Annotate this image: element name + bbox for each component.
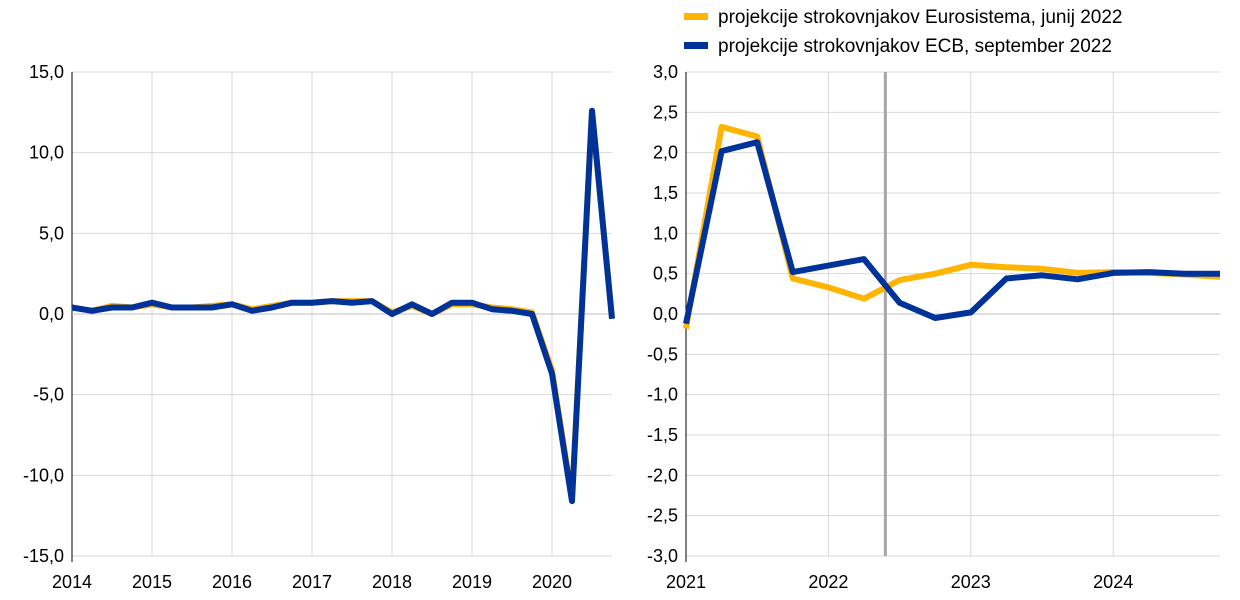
legend-label-june: projekcije strokovnjakov Eurosistema, ju… (718, 7, 1122, 28)
proj-y-tick-label: 1,5 (653, 183, 678, 203)
proj-series-line-june (683, 123, 1221, 330)
proj-y-tick-label: -0,5 (647, 344, 678, 364)
hist-x-tick-label: 2020 (532, 572, 572, 592)
proj-y-tick-label: 3,0 (653, 62, 678, 82)
chart-panel-projections: -3,0 -2,5 -2,0 -1,5 -1,0 -0,5 0,0 0,5 1,0 1,5 2,0 2… (647, 62, 1221, 592)
proj-y-tick-label: 0,0 (653, 304, 678, 324)
proj-series-line-september (683, 139, 1220, 325)
proj-x-tick-label: 2021 (666, 572, 706, 592)
proj-y-tick-label: -2,5 (647, 506, 678, 526)
hist-series-line-september (71, 107, 615, 505)
hist-y-tick-label: -5,0 (33, 385, 64, 405)
hist-x-tick-label: 2016 (212, 572, 252, 592)
hist-y-tick-label: -10,0 (23, 465, 64, 485)
hist-x-tick-label: 2017 (292, 572, 332, 592)
hist-y-tick-label: 0,0 (39, 304, 64, 324)
proj-x-tick-label: 2022 (808, 572, 848, 592)
proj-x-tick-label: 2023 (951, 572, 991, 592)
proj-x-tick-label: 2024 (1093, 572, 1133, 592)
hist-x-tick-label: 2015 (132, 572, 172, 592)
hist-x-tick-label: 2014 (52, 572, 92, 592)
hist-y-tick-label: 15,0 (29, 62, 64, 82)
proj-y-tick-label: -2,0 (647, 465, 678, 485)
legend-swatch-september (684, 42, 708, 49)
hist-x-tick-label: 2019 (452, 572, 492, 592)
proj-y-tick-label: 1,0 (653, 223, 678, 243)
chart-panel-historical: -15,0 -10,0 -5,0 0,0 5,0 10,0 15,0 2014 2015 2016… (23, 62, 615, 592)
hist-x-tick-label: 2018 (372, 572, 412, 592)
legend-swatch-june (684, 13, 708, 20)
proj-y-tick-label: 2,0 (653, 143, 678, 163)
proj-y-tick-label: -1,5 (647, 425, 678, 445)
proj-y-tick-label: -3,0 (647, 546, 678, 566)
proj-y-tick-label: 2,5 (653, 102, 678, 122)
hist-y-tick-label: 10,0 (29, 143, 64, 163)
legend: projekcije strokovnjakov Eurosistema, ju… (684, 7, 1122, 57)
proj-y-tick-label: -1,0 (647, 385, 678, 405)
proj-y-tick-label: 0,5 (653, 264, 678, 284)
hist-y-tick-label: 5,0 (39, 223, 64, 243)
legend-entry-september: projekcije strokovnjakov ECB, september … (684, 36, 1112, 57)
legend-label-september: projekcije strokovnjakov ECB, september … (718, 36, 1112, 57)
hist-y-tick-label: -15,0 (23, 546, 64, 566)
legend-entry-june: projekcije strokovnjakov Eurosistema, ju… (684, 7, 1122, 28)
